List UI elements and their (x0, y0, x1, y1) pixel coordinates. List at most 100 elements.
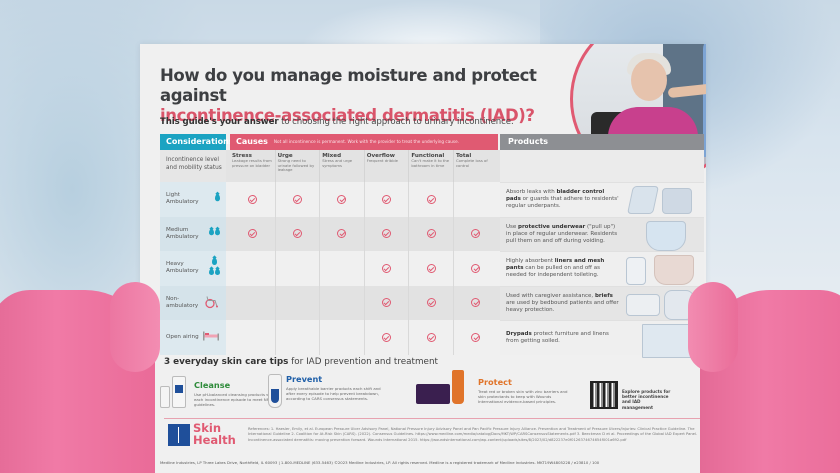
check-cell (230, 320, 275, 355)
tip-desc: Apply breathable barrier products each s… (286, 386, 381, 401)
row-checks (230, 182, 498, 217)
table-row: Open airing Drypads protect furniture and… (160, 320, 704, 358)
skin-health-brand: Skin Health (193, 422, 236, 446)
check-circle-icon (382, 194, 392, 204)
cause-name: Total (455, 153, 472, 159)
check-circle-icon (247, 194, 257, 204)
check-circle-icon (337, 194, 347, 204)
check-circle-icon (426, 194, 436, 204)
row-checks (230, 320, 498, 355)
table-header-row: Considerations Causes Not all incontinenc… (160, 134, 704, 150)
product-image (626, 186, 698, 214)
product-description: Use protective underwear ("pull up") in … (506, 223, 618, 244)
cause-stress: Stress Leakage results from pressure on b… (230, 150, 275, 182)
left-glove-thumb (110, 282, 160, 372)
cause-mixed: Mixed Stress and urge symptoms (319, 150, 364, 182)
table-row: Heavy Ambulatory Highly absorbent liners … (160, 251, 704, 286)
check-cell (274, 285, 320, 320)
product-cell: Drypads protect furniture and linens fro… (500, 320, 704, 358)
check-cell (363, 182, 409, 217)
subtitle: This guide's your answer to choosing the… (160, 117, 514, 127)
check-cell (319, 320, 364, 355)
check-cell (408, 216, 453, 251)
check-cell (408, 285, 453, 320)
table-subheader-row: Incontinence level and mobility status S… (160, 150, 704, 182)
check-circle-icon (382, 263, 392, 273)
cause-functional: Functional Can't make it to the bathroom … (408, 150, 453, 182)
row-checks (230, 285, 498, 321)
check-cell (274, 216, 320, 251)
cause-desc: Stress and urge symptoms (322, 158, 353, 168)
footer-divider (164, 418, 706, 419)
check-cell (274, 320, 320, 355)
tip-name: Cleanse (194, 380, 231, 390)
header-causes: Causes Not all incontinence is permanent.… (230, 134, 498, 150)
product-description: Highly absorbent liners and mesh pants c… (506, 258, 605, 279)
check-circle-icon (292, 194, 302, 204)
check-circle-icon (292, 229, 302, 239)
check-cell (274, 251, 320, 286)
qr-code[interactable] (590, 381, 618, 409)
check-circle-icon (471, 229, 481, 239)
subtitle-bold: This guide's your answer (160, 117, 279, 127)
qr-caption: Explore products for better incontinence… (622, 389, 671, 410)
check-cell (363, 216, 409, 251)
row-label-text: Non-ambulatory (166, 295, 199, 309)
title-line-1: How do you manage moisture and protect a… (160, 66, 537, 105)
check-circle-icon (426, 229, 436, 239)
row-checks (230, 216, 498, 252)
header-considerations: Considerations (160, 134, 234, 150)
check-circle-icon (471, 332, 481, 342)
wheelchair-icon (204, 294, 220, 311)
row-label: Light Ambulatory (160, 182, 226, 217)
check-cell (230, 251, 275, 286)
cause-name: Overflow (366, 153, 395, 159)
row-label: Non-ambulatory (160, 285, 226, 320)
row-label-text: Heavy Ambulatory (166, 261, 199, 275)
product-image (626, 255, 698, 285)
three-drops-icon (208, 258, 220, 278)
product-image (626, 324, 698, 358)
check-cell (408, 182, 453, 217)
tip-desc: Use pH-balanced cleansing products with … (194, 392, 276, 407)
check-cell (363, 320, 409, 355)
check-cell (363, 251, 409, 286)
zinc-cream-image (452, 370, 464, 404)
check-cell (319, 285, 364, 320)
considerations-subheader: Incontinence level and mobility status (160, 150, 226, 182)
tips-title: 3 everyday skin care tips for IAD preven… (164, 357, 438, 367)
check-circle-icon (471, 263, 481, 273)
cause-overflow: Overflow Frequent dribble (363, 150, 409, 182)
check-circle-icon (382, 298, 392, 308)
table-row: Light Ambulatory Absorb leaks with bladde… (160, 182, 704, 217)
check-circle-icon (337, 229, 347, 239)
product-description: Drypads protect furniture and linens fro… (506, 330, 609, 344)
check-cell (230, 217, 275, 252)
check-cell (230, 182, 275, 217)
check-cell (452, 216, 498, 251)
check-cell (408, 251, 453, 286)
tip-name: Prevent (286, 374, 323, 384)
product-cell: Used with caregiver assistance, briefs a… (500, 285, 704, 320)
two-drops-icon (208, 229, 220, 239)
cause-desc: Complete loss of control (455, 158, 488, 168)
product-description: Absorb leaks with bladder control pads o… (506, 189, 619, 210)
products-subheader (500, 150, 704, 182)
check-cell (319, 216, 364, 251)
cause-name: Functional (411, 153, 445, 159)
barrier-cream-image (268, 374, 282, 408)
row-label: Open airing (160, 320, 226, 355)
one-drop-icon (215, 194, 220, 205)
check-circle-icon (471, 298, 481, 308)
table-row: Non-ambulatory Used with caregiver assist… (160, 285, 704, 321)
subtitle-rest: to choosing the right approach to urinar… (278, 117, 514, 127)
check-circle-icon (426, 263, 436, 273)
check-cell (363, 285, 409, 320)
tips-title-bold: 3 everyday skin care tips (164, 357, 289, 367)
check-cell (452, 182, 498, 217)
check-cell (230, 286, 275, 321)
product-cell: Absorb leaks with bladder control pads o… (500, 182, 704, 217)
row-checks (230, 251, 498, 286)
row-label: Medium Ambulatory (160, 216, 226, 251)
header-causes-note: Not all incontinence is permanent. Work … (273, 139, 460, 144)
